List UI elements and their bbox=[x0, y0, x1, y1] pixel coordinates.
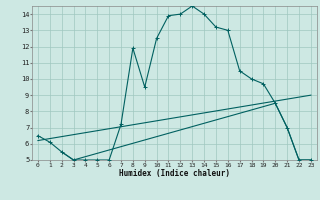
X-axis label: Humidex (Indice chaleur): Humidex (Indice chaleur) bbox=[119, 169, 230, 178]
